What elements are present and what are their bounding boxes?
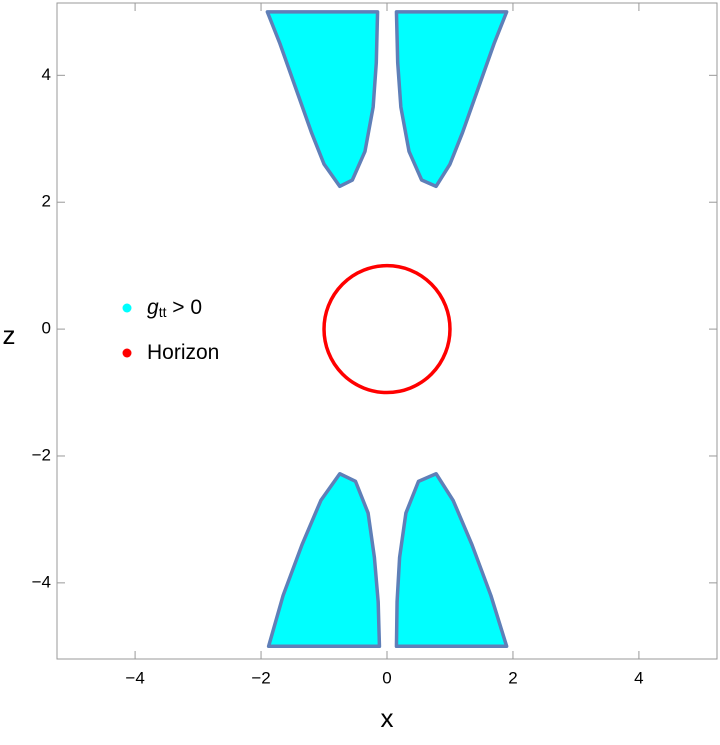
y-tick-label: 4 [42,65,51,84]
region [266,471,382,649]
region [394,10,509,189]
region [265,10,380,189]
horizon-circle [322,263,452,395]
legend-label: Horizon [147,341,219,364]
legend-text-part: > 0 [166,296,202,319]
legend-text-part: g [147,296,159,319]
legend-label: gtt > 0 [147,296,202,320]
legend-marker [122,348,132,358]
x-axis-label: x [381,703,394,733]
legend-marker [122,303,132,313]
x-tick-label: 2 [508,668,517,687]
plot-frame [56,2,718,660]
y-axis-label: z [3,320,16,350]
region [394,471,509,649]
x-tick-label: −2 [251,668,270,687]
legend-text-part: tt [159,304,167,320]
x-tick-label: 0 [382,668,391,687]
y-tick-label: −2 [32,445,51,464]
y-tick-label: 0 [42,319,51,338]
y-tick-label: −4 [32,572,51,591]
legend-text-part: Horizon [147,341,219,364]
x-tick-label: 4 [634,668,643,687]
x-tick-label: −4 [125,668,144,687]
y-tick-label: 2 [42,192,51,211]
